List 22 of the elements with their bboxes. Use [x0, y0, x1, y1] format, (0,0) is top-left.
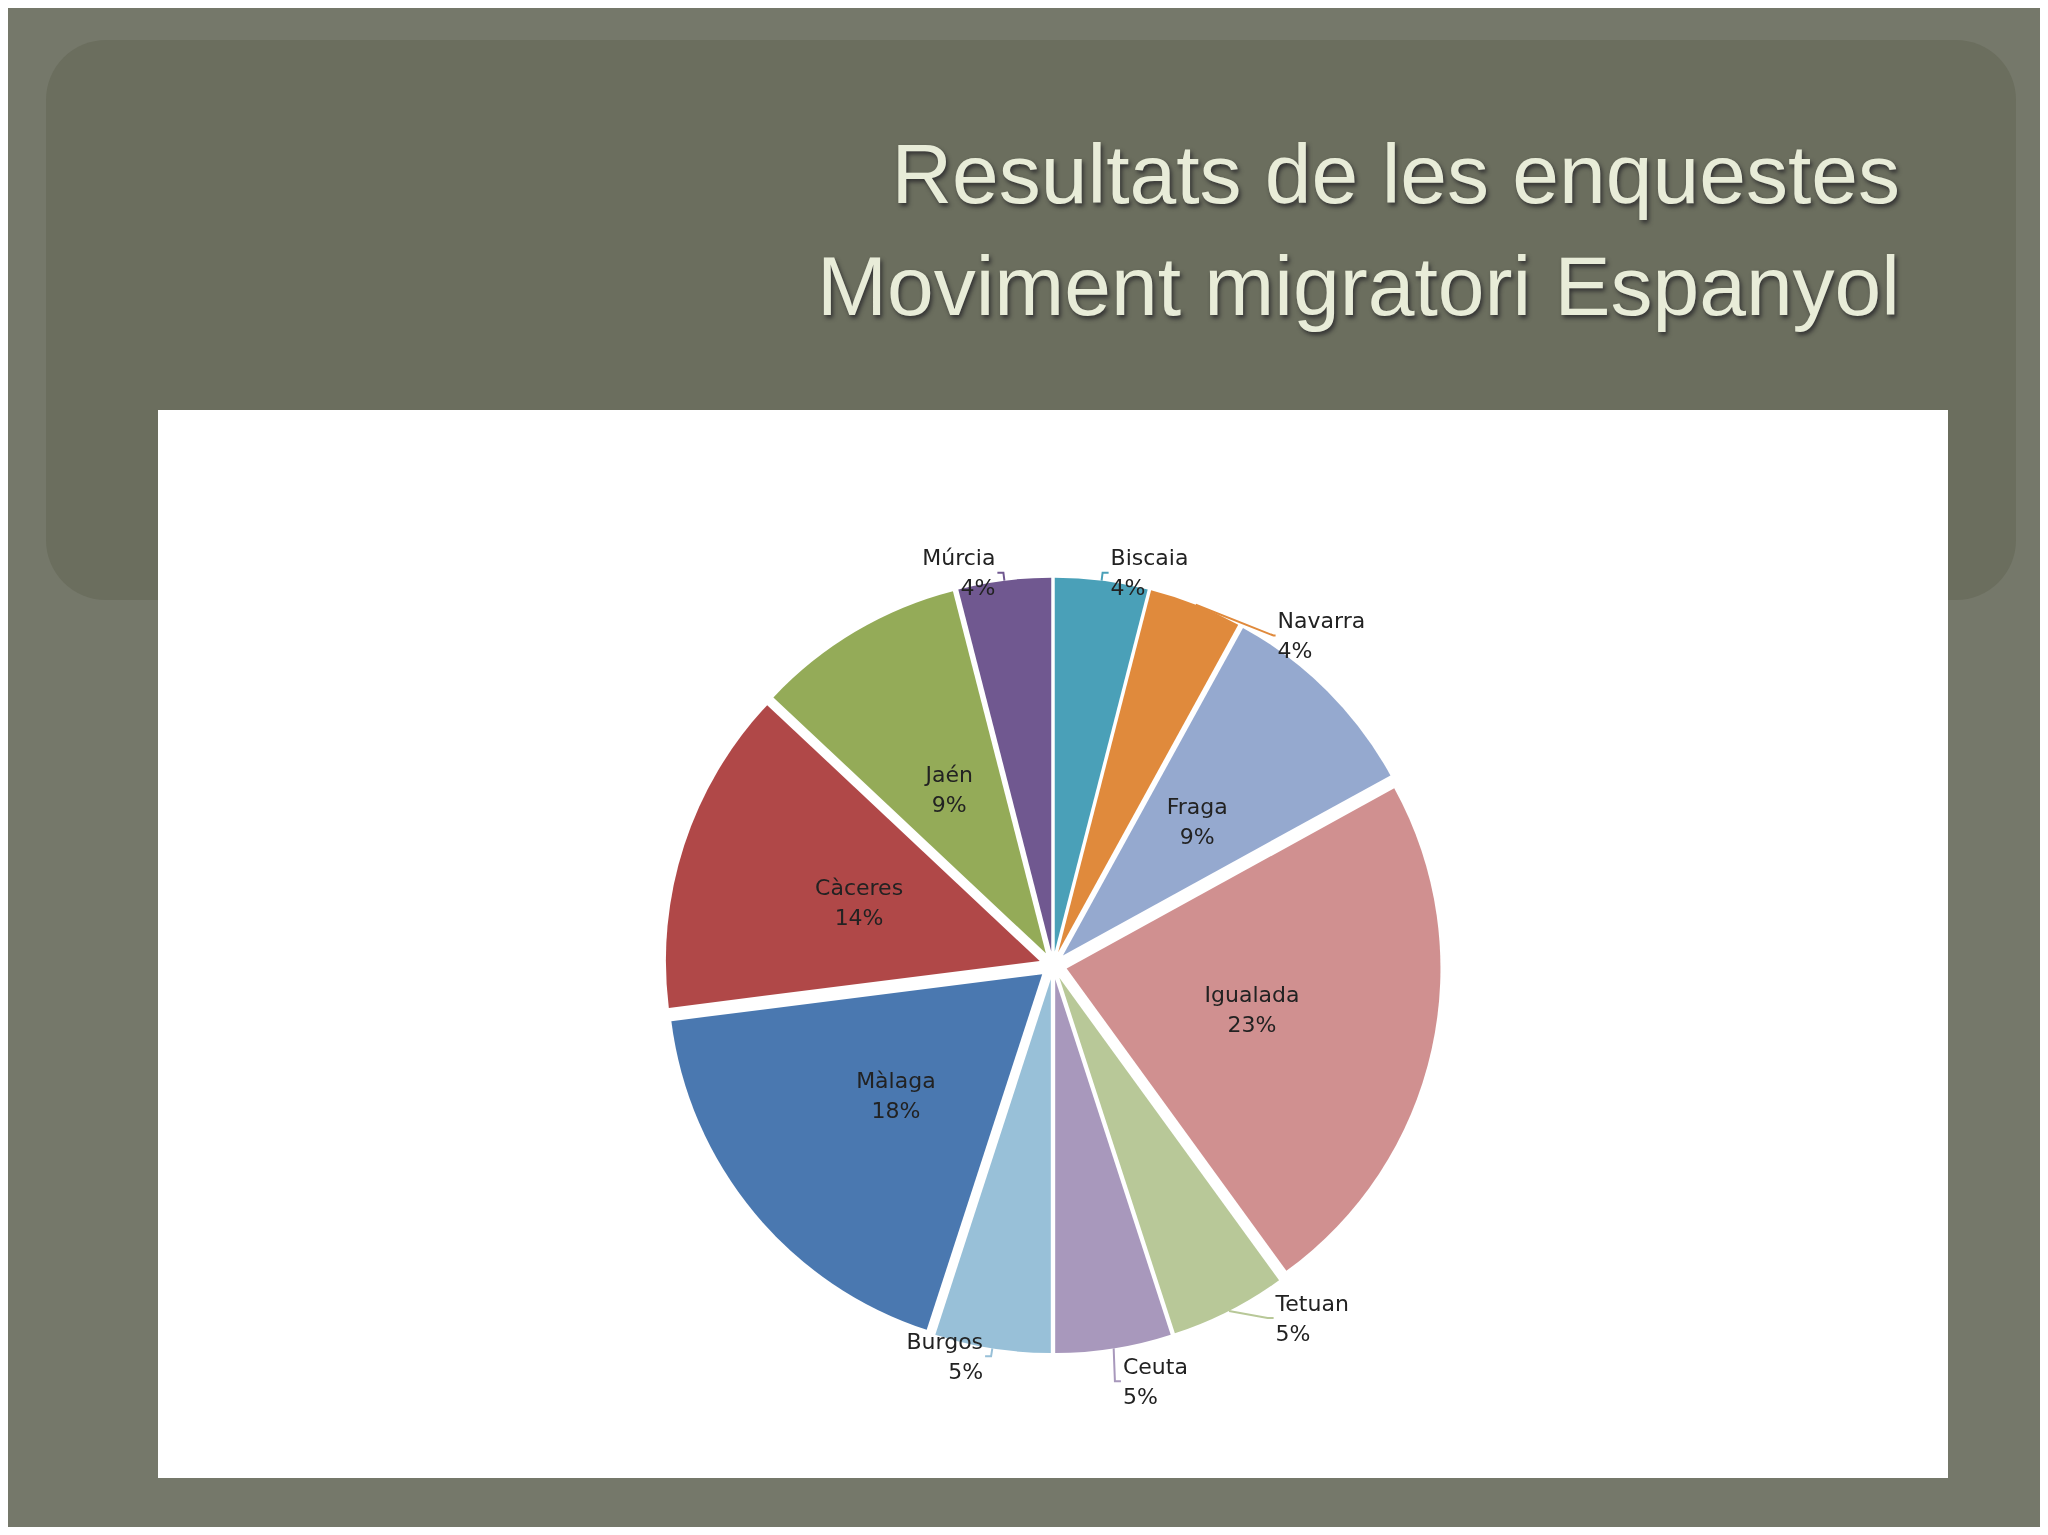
- data-label: 5%: [948, 1358, 984, 1384]
- data-label: 4%: [1277, 638, 1313, 664]
- chart-title: Resultats de les enquestes: [890, 126, 1900, 223]
- slice-label: Fraga: [1166, 793, 1228, 819]
- data-label: 9%: [1179, 823, 1215, 849]
- slice-label: Múrcia: [922, 545, 996, 571]
- slice-label: Càceres: [815, 874, 904, 900]
- data-label: 5%: [1275, 1320, 1311, 1346]
- data-label: 14%: [834, 904, 884, 930]
- chart-subtitle: Moviment migratori Espanyol: [816, 238, 1900, 335]
- slice-label: Jaén: [923, 762, 973, 788]
- data-label: 18%: [871, 1097, 921, 1123]
- slice-label: Navarra: [1277, 608, 1366, 634]
- data-label: 5%: [1122, 1383, 1158, 1409]
- data-label: 23%: [1227, 1012, 1277, 1038]
- slice-label: Tetuan: [1274, 1290, 1349, 1316]
- slice-label: Burgos: [906, 1328, 984, 1354]
- slice-label: Màlaga: [856, 1067, 936, 1093]
- slice-label: Biscaia: [1110, 545, 1189, 571]
- data-label: 9%: [931, 792, 967, 818]
- slice-label: Ceuta: [1122, 1353, 1188, 1379]
- slice-label: Igualada: [1204, 982, 1300, 1008]
